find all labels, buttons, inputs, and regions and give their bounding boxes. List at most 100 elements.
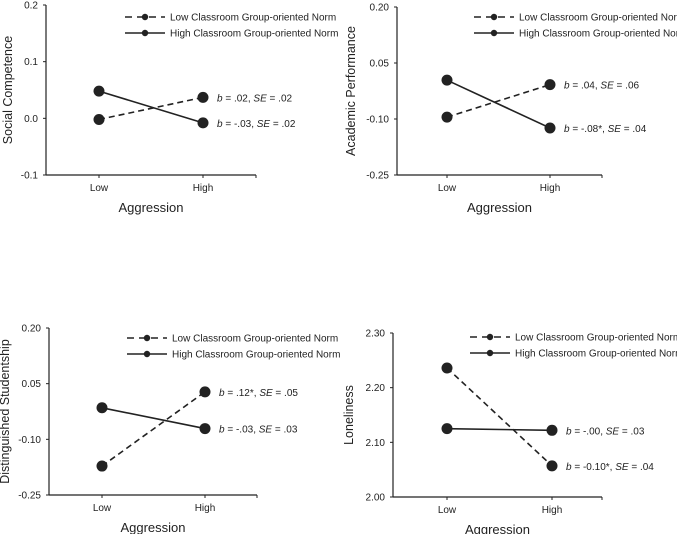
annotation-part: = -.08*, [570,124,608,135]
y-axis-label: Social Competence [1,36,15,144]
data-point [199,386,211,398]
annotation-part: = .03 [272,425,298,436]
y-axis-label: Distinguished Studentship [0,339,12,484]
annotation-part: = .03 [619,426,645,437]
annotation-part: = .04, [570,81,601,92]
data-point [197,117,209,129]
y-tick-label: -0.1 [21,171,39,182]
y-tick-label: 0.20 [22,324,42,335]
panel-3: 0.20 0.05 -0.10 -0.25 Low High Aggression Disti… [0,324,340,534]
legend-label: Low Classroom Group-oriented Norm [515,333,677,344]
annotation-part: SE [253,93,267,104]
y-tick-label: 0.05 [22,379,42,390]
y-tick-label: 0.05 [370,59,390,70]
x-axis-label: Aggression [465,522,530,534]
y-axis-label: Academic Performance [344,26,358,156]
data-point [93,85,105,97]
annotation-part: = .02, [223,93,254,104]
x-tick-label: Low [90,183,109,194]
annotation-part: b [217,119,223,130]
x-tick-label: Low [438,505,457,516]
series-line-low-norm [98,96,204,121]
series-line-high-norm [98,90,204,124]
slope-annotation: b = -.08*, SE = .04 [564,124,647,135]
y-tick-label: 0.20 [370,3,390,14]
data-point [441,111,453,123]
data-point [199,423,211,435]
legend-marker [141,29,149,37]
series-line-low-norm [446,367,553,467]
x-tick-label: High [195,503,216,514]
data-point [544,122,556,134]
y-tick-label: -0.25 [366,171,389,182]
annotation-part: SE [615,462,629,473]
legend-label: High Classroom Group-oriented Norm [170,29,338,40]
y-tick-label: 2.00 [366,493,386,504]
annotation-part: b [219,388,225,399]
legend-label: High Classroom Group-oriented Norm [172,350,340,361]
annotation-part: = -.03, [223,119,257,130]
legend-marker [490,13,498,21]
annotation-part: = .04 [621,124,647,135]
data-point [441,362,453,374]
data-point [197,91,209,103]
y-tick-label: 2.20 [366,383,386,394]
annotation-part: = .02 [270,119,296,130]
annotation-part: b [566,462,572,473]
annotation-part: = .04 [629,462,655,473]
legend-marker [486,333,494,341]
annotation-part: = -.00, [572,426,606,437]
x-tick-label: High [193,183,214,194]
panel-2: 0.20 0.05 -0.10 -0.25 Low High Aggression Acade… [344,3,677,216]
annotation-part: SE [259,388,273,399]
legend-marker [143,350,151,358]
legend-label: Low Classroom Group-oriented Norm [172,334,338,345]
annotation-part: = .05 [273,388,299,399]
legend-label: High Classroom Group-oriented Norm [519,29,677,40]
data-point [96,402,108,414]
x-tick-label: Low [93,503,112,514]
slope-annotation: b = -0.10*, SE = .04 [566,462,654,473]
series-line-high-norm [446,79,551,129]
data-point [546,424,558,436]
annotation-part: = .12*, [225,388,260,399]
y-tick-label: 2.30 [366,329,386,340]
slope-annotation: b = -.00, SE = .03 [566,426,645,437]
x-axis-label: Aggression [118,200,183,215]
slope-annotation: b = -.03, SE = .02 [217,119,296,130]
y-tick-label: -0.10 [18,435,41,446]
annotation-part: b [564,81,570,92]
legend-label: High Classroom Group-oriented Norm [515,349,677,360]
series-line-high-norm [101,407,206,430]
x-tick-label: High [542,505,563,516]
annotation-part: SE [257,119,271,130]
data-point [441,423,453,435]
slope-annotation: b = .04, SE = .06 [564,81,640,92]
series-line-low-norm [446,83,551,118]
data-point [96,460,108,472]
y-tick-label: 0.2 [24,1,38,12]
x-tick-label: Low [438,183,457,194]
y-axis-label: Loneliness [342,385,356,445]
x-axis-label: Aggression [120,520,185,534]
annotation-part: = -0.10*, [572,462,616,473]
annotation-part: b [217,93,223,104]
data-point [441,74,453,86]
panel-1: 0.2 0.1 0.0 -0.1 Low High Aggression Social Com… [1,1,338,216]
annotation-part: b [566,426,572,437]
panel-4: 2.30 2.20 2.10 2.00 Low High Aggression Lonelin… [342,329,677,534]
annotation-part: SE [259,425,273,436]
slope-annotation: b = .12*, SE = .05 [219,388,298,399]
annotation-part: = .06 [614,81,640,92]
legend-label: Low Classroom Group-oriented Norm [170,13,336,24]
slope-annotation: b = .02, SE = .02 [217,93,293,104]
legend-marker [141,13,149,21]
y-tick-label: -0.10 [366,115,389,126]
data-point [544,79,556,91]
data-point [546,460,558,472]
legend-label: Low Classroom Group-oriented Norm [519,13,677,24]
y-tick-label: 2.10 [366,438,386,449]
annotation-part: SE [606,426,620,437]
annotation-part: b [219,425,225,436]
